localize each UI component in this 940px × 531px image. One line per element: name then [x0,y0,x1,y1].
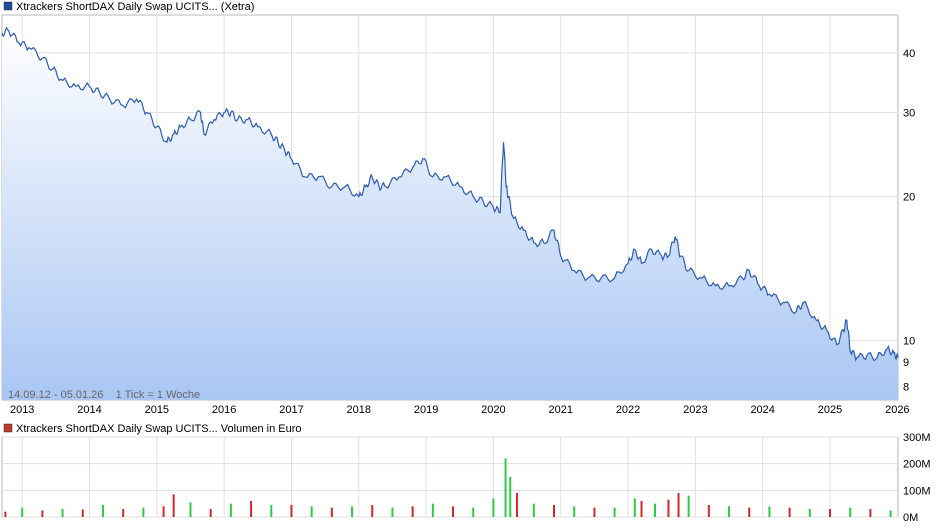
price-x-tick-label: 2022 [616,404,640,416]
price-x-tick-label: 2016 [212,404,236,416]
price-x-tick-label: 2021 [548,404,572,416]
volume-bar [41,510,44,517]
volume-bar [553,505,556,517]
volume-bar [122,509,125,517]
volume-bar [768,506,771,517]
volume-bar [532,503,535,517]
volume-bar [142,507,145,517]
volume-y-tick-label: 300M [903,432,931,444]
price-legend-label: Xtrackers ShortDAX Daily Swap UCITS... (… [16,1,254,13]
price-x-tick-label: 2024 [750,404,774,416]
volume-bar [492,498,495,517]
price-y-axis: 40 30 20 10 9 8 [903,48,915,394]
volume-bar [667,499,670,517]
price-x-tick-label: 2020 [481,404,505,416]
volume-bar [189,502,192,517]
price-x-tick-label: 2013 [10,404,34,416]
price-x-tick-label: 2015 [145,404,169,416]
volume-bar [889,510,892,517]
volume-bar [411,506,414,517]
volume-bar [330,507,333,517]
price-info-text: 14.09.12 - 05.01.26 1 Tick = 1 Woche [8,389,200,401]
volume-bar [391,507,394,517]
price-panel: ariva 14.09.12 - 05.01.26 1 Tick = 1 Woc… [1,14,915,416]
price-watermark: ariva [410,189,471,219]
price-y-tick-label: 20 [903,192,915,204]
price-y-tick-label: 8 [903,382,909,394]
volume-bar [101,505,104,517]
volume-bar [573,506,576,517]
price-y-tick-label: 9 [903,357,909,369]
volume-bar [509,477,512,517]
price-x-tick-label: 2019 [414,404,438,416]
volume-legend-label: Xtrackers ShortDAX Daily Swap UCITS... V… [16,423,302,435]
price-y-tick-label: 30 [903,107,915,119]
volume-bar [748,507,751,517]
volume-bar [452,506,455,517]
price-area-fill [2,27,898,401]
volume-bar [4,511,7,517]
volume-bar [270,505,273,517]
volume-bar [707,505,710,517]
volume-bar [162,506,165,517]
volume-bar [351,506,354,517]
volume-y-tick-label: 0M [903,512,918,524]
volume-bar [61,509,64,517]
volume-bar [431,503,434,517]
volume-bar [593,507,596,517]
volume-bar [633,498,636,517]
volume-bar [728,506,731,517]
volume-y-tick-label: 200M [903,459,931,471]
volume-bar [290,505,293,517]
volume-bar [21,507,24,517]
price-x-tick-label: 2023 [683,404,707,416]
price-area-group [1,26,899,401]
volume-bar [869,509,872,517]
volume-bar [81,509,84,517]
volume-y-axis: 300M 200M 100M 0M [903,432,931,524]
volume-bar [250,501,253,517]
price-y-tick-label: 40 [903,48,915,60]
volume-legend-swatch [3,423,13,433]
volume-bar [640,501,643,517]
volume-bar [613,507,616,517]
price-legend-swatch [3,1,13,11]
price-x-tick-label: 2017 [279,404,303,416]
volume-bar [677,493,680,517]
volume-bar [504,458,507,517]
volume-bar [172,494,175,517]
volume-bar [849,507,852,517]
price-series-line [1,26,899,362]
volume-bar [472,507,475,517]
volume-bar [788,507,791,517]
volume-plot-frame [1,436,899,518]
volume-bar [371,505,374,517]
price-x-tick-label: 2025 [818,404,842,416]
volume-bar [229,503,232,517]
price-x-axis: 2013 2014 2015 2016 2017 2018 2019 2020 2021 2022… [10,404,910,416]
volume-panel: 300M 200M 100M 0M [1,432,931,524]
volume-bars [4,458,892,517]
price-x-tick-label: 2026 [885,404,909,416]
price-y-tick-label: 10 [903,335,915,347]
volume-bar [515,493,518,517]
volume-bar [687,495,690,517]
volume-y-tick-label: 100M [903,485,931,497]
volume-bar [209,509,212,517]
volume-bar [653,503,656,517]
price-x-tick-label: 2014 [77,404,101,416]
volume-bar [829,509,832,517]
price-x-tick-label: 2018 [347,404,371,416]
volume-bar [310,506,313,517]
volume-bar [808,509,811,517]
